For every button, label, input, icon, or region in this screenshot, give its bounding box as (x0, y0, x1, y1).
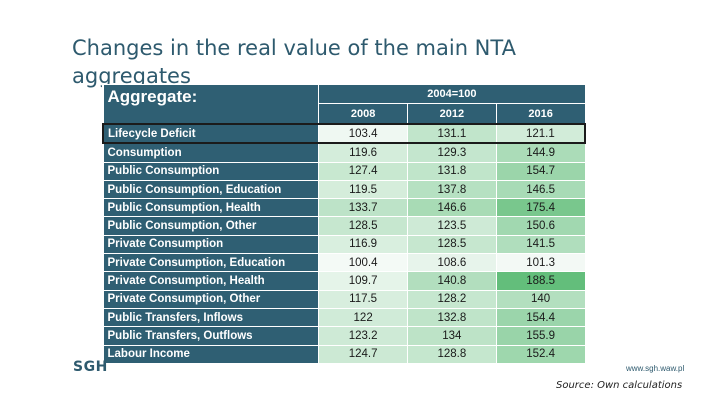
table-row: Public Consumption, Other 128.5 123.5 150.6 (102, 216, 586, 236)
table-row: Public Transfers, Outflows 123.2 134 155.9 (102, 326, 586, 346)
aggregates-table: Aggregate: 2004=100 2008 2012 2016 Lifec… (102, 83, 586, 364)
value-cell-2008: 119.6 (318, 142, 408, 163)
base-year-header: 2004=100 (318, 83, 586, 105)
value-cell-2012: 137.8 (406, 179, 497, 200)
table-row: Lifecycle Deficit 103.4 131.1 121.1 (102, 122, 586, 145)
table-row: Public Transfers, Inflows 122 132.8 154.4 (102, 307, 586, 328)
table-row: Public Consumption, Health 133.7 146.6 175.… (102, 198, 586, 218)
value-cell-2012: 146.6 (406, 198, 497, 218)
table-row: Private Consumption, Other 117.5 128.2 140 (102, 289, 586, 309)
row-label: Lifecycle Deficit (102, 122, 320, 145)
value-cell-2016: 152.4 (495, 344, 586, 364)
value-cell-2008: 123.2 (318, 326, 408, 346)
value-cell-2016: 155.9 (495, 326, 586, 346)
value-cell-2012: 134 (406, 326, 497, 346)
row-label: Public Transfers, Inflows (102, 307, 320, 328)
value-cell-2008: 109.7 (318, 271, 408, 291)
table-row: Public Consumption 127.4 131.8 154.7 (102, 161, 586, 181)
slide-title: Changes in the real value of the main NT… (72, 36, 516, 88)
row-label: Private Consumption, Education (102, 253, 320, 273)
row-label: Private Consumption (102, 234, 320, 255)
table-row: Private Consumption, Education 100.4 108.6… (102, 253, 586, 273)
row-label: Public Consumption, Education (102, 179, 320, 200)
year-header-2012: 2012 (406, 103, 497, 125)
year-header-2016: 2016 (495, 103, 586, 125)
aggregates-table-container: Aggregate: 2004=100 2008 2012 2016 Lifec… (102, 83, 586, 364)
sgh-logo: SGH (73, 359, 108, 375)
value-cell-2016: 154.7 (495, 161, 586, 181)
value-cell-2012: 128.5 (406, 234, 497, 255)
row-label: Private Consumption, Health (102, 271, 320, 291)
value-cell-2016: 154.4 (495, 307, 586, 328)
table-row: Consumption 119.6 129.3 144.9 (102, 142, 586, 163)
value-cell-2008: 133.7 (318, 198, 408, 218)
value-cell-2016: 175.4 (495, 198, 586, 218)
value-cell-2012: 129.3 (406, 142, 497, 163)
value-cell-2016: 150.6 (495, 216, 586, 236)
value-cell-2008: 116.9 (318, 234, 408, 255)
table-row: Public Consumption, Education 119.5 137.8 1… (102, 179, 586, 200)
value-cell-2012: 131.1 (406, 122, 497, 145)
table-body: Lifecycle Deficit 103.4 131.1 121.1 Consumpt… (102, 122, 586, 364)
value-cell-2008: 124.7 (318, 344, 408, 364)
value-cell-2012: 108.6 (406, 253, 497, 273)
value-cell-2008: 127.4 (318, 161, 408, 181)
value-cell-2012: 131.8 (406, 161, 497, 181)
value-cell-2016: 144.9 (495, 142, 586, 163)
value-cell-2016: 140 (495, 289, 586, 309)
value-cell-2008: 100.4 (318, 253, 408, 273)
row-label: Public Consumption, Other (102, 216, 320, 236)
value-cell-2008: 128.5 (318, 216, 408, 236)
row-label: Consumption (102, 142, 320, 163)
value-cell-2012: 140.8 (406, 271, 497, 291)
value-cell-2008: 103.4 (318, 122, 408, 145)
value-cell-2016: 146.5 (495, 179, 586, 200)
value-cell-2012: 123.5 (406, 216, 497, 236)
row-label: Labour Income (102, 344, 320, 364)
row-label: Private Consumption, Other (102, 289, 320, 309)
value-cell-2008: 117.5 (318, 289, 408, 309)
row-label: Public Consumption (102, 161, 320, 181)
value-cell-2012: 128.8 (406, 344, 497, 364)
value-cell-2016: 101.3 (495, 253, 586, 273)
row-label: Public Transfers, Outflows (102, 326, 320, 346)
value-cell-2008: 119.5 (318, 179, 408, 200)
table-row: Private Consumption, Health 109.7 140.8 188… (102, 271, 586, 291)
value-cell-2012: 128.2 (406, 289, 497, 309)
table-row: Private Consumption 116.9 128.5 141.5 (102, 234, 586, 255)
table-row: Labour Income 124.7 128.8 152.4 (102, 344, 586, 364)
website-link[interactable]: www.sgh.waw.pl (626, 364, 685, 373)
source-note: Source: Own calculations (556, 380, 683, 391)
aggregate-header: Aggregate: (102, 84, 320, 125)
value-cell-2016: 188.5 (495, 271, 586, 291)
year-header-2008: 2008 (318, 103, 408, 125)
row-label: Public Consumption, Health (102, 198, 320, 218)
value-cell-2016: 141.5 (495, 234, 586, 255)
value-cell-2008: 122 (318, 307, 408, 328)
value-cell-2012: 132.8 (406, 307, 497, 328)
value-cell-2016: 121.1 (495, 122, 586, 145)
